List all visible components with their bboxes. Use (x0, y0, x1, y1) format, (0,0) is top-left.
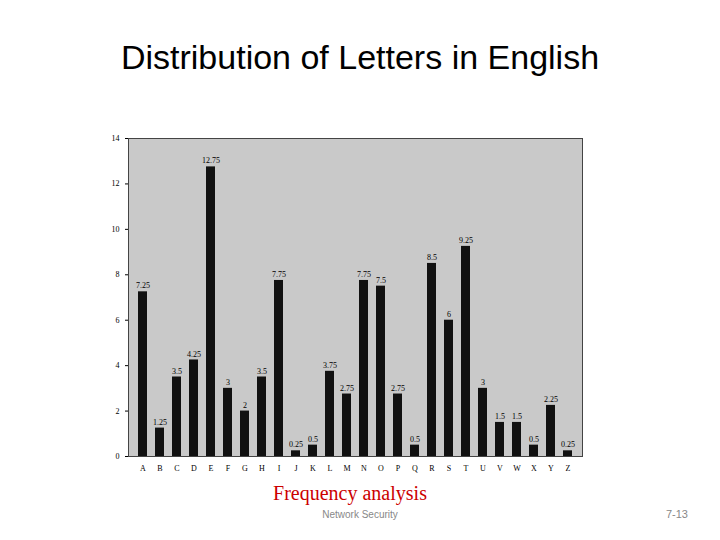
svg-text:3: 3 (226, 378, 230, 387)
svg-text:A: A (140, 464, 146, 473)
svg-text:0.25: 0.25 (289, 440, 303, 449)
svg-text:0.5: 0.5 (308, 435, 318, 444)
svg-text:7.75: 7.75 (272, 270, 286, 279)
svg-text:0: 0 (116, 452, 120, 461)
svg-text:0.25: 0.25 (561, 440, 575, 449)
svg-text:6: 6 (447, 310, 451, 319)
svg-text:2: 2 (243, 401, 247, 410)
svg-text:R: R (429, 464, 435, 473)
svg-text:U: U (480, 464, 486, 473)
html-text:Distribution of Letters in Eng: Distribution of Letters in English (120, 38, 600, 76)
svg-text:G: G (242, 464, 248, 473)
svg-text:1.5: 1.5 (495, 412, 505, 421)
html-text:Network Security: Network Security (322, 509, 398, 520)
svg-text:Y: Y (548, 464, 554, 473)
svg-text:Z: Z (566, 464, 571, 473)
svg-text:0.5: 0.5 (410, 435, 420, 444)
svg-text:2: 2 (116, 407, 120, 416)
svg-text:N: N (361, 464, 367, 473)
svg-text:E: E (209, 464, 214, 473)
svg-text:9.25: 9.25 (459, 236, 473, 245)
svg-text:D: D (191, 464, 197, 473)
svg-text:8.5: 8.5 (427, 253, 437, 262)
svg-text:P: P (396, 464, 401, 473)
svg-text:L: L (328, 464, 333, 473)
svg-text:X: X (531, 464, 537, 473)
svg-text:2.75: 2.75 (340, 384, 354, 393)
svg-text:S: S (447, 464, 451, 473)
svg-text:14: 14 (112, 134, 120, 143)
svg-text:0.5: 0.5 (529, 435, 539, 444)
svg-text:K: K (310, 464, 316, 473)
svg-text:O: O (378, 464, 384, 473)
svg-text:3: 3 (481, 378, 485, 387)
svg-text:3.5: 3.5 (257, 367, 267, 376)
svg-text:V: V (497, 464, 503, 473)
svg-text:1.5: 1.5 (512, 412, 522, 421)
svg-text:F: F (226, 464, 231, 473)
svg-text:W: W (513, 464, 521, 473)
svg-text:I: I (278, 464, 281, 473)
html-text:7-13: 7-13 (666, 508, 688, 520)
svg-text:8: 8 (116, 270, 120, 279)
svg-text:12.75: 12.75 (202, 156, 220, 165)
svg-text:10: 10 (112, 225, 120, 234)
svg-text:7.75: 7.75 (357, 270, 371, 279)
svg-text:1.25: 1.25 (153, 418, 167, 427)
svg-text:12: 12 (112, 179, 120, 188)
svg-text:C: C (174, 464, 179, 473)
svg-text:4: 4 (116, 361, 120, 370)
svg-text:7.5: 7.5 (376, 276, 386, 285)
svg-text:T: T (464, 464, 469, 473)
svg-text:J: J (294, 464, 297, 473)
svg-text:2.25: 2.25 (544, 395, 558, 404)
html-text:Frequency analysis: Frequency analysis (273, 482, 427, 504)
svg-text:H: H (259, 464, 265, 473)
svg-text:M: M (343, 464, 350, 473)
svg-text:B: B (157, 464, 162, 473)
svg-text:4.25: 4.25 (187, 350, 201, 359)
svg-text:3.75: 3.75 (323, 361, 337, 370)
svg-text:7.25: 7.25 (136, 281, 150, 290)
svg-text:Q: Q (412, 464, 418, 473)
svg-text:2.75: 2.75 (391, 384, 405, 393)
svg-text:6: 6 (116, 316, 120, 325)
svg-text:3.5: 3.5 (172, 367, 182, 376)
